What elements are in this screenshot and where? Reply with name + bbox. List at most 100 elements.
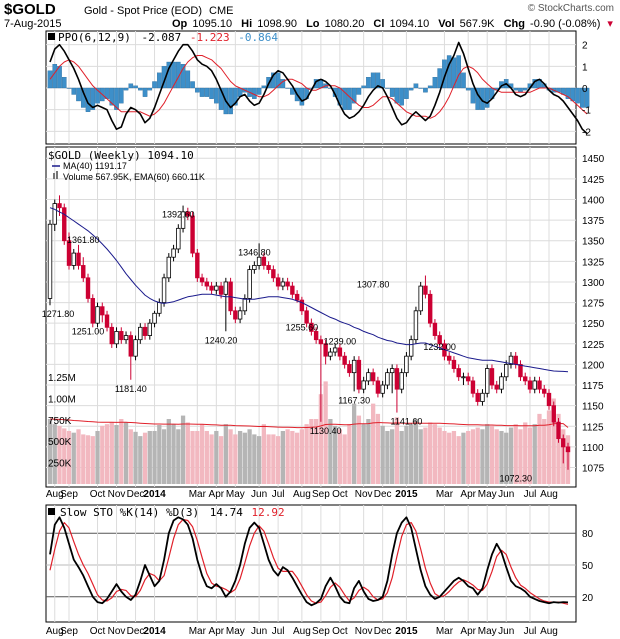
ppo-histogram-bar xyxy=(432,77,438,89)
volume-bar xyxy=(313,419,319,484)
stochastic-tick-label: 80 xyxy=(582,529,594,540)
volume-bar xyxy=(190,430,195,484)
volume-bar xyxy=(218,436,224,484)
candle-up xyxy=(418,285,423,312)
volume-bar xyxy=(233,434,238,484)
x-axis-label: Aug xyxy=(46,489,64,500)
ppo-histogram-bar xyxy=(522,87,528,91)
x-axis-label: May xyxy=(226,489,245,500)
volume-tick-label: 500K xyxy=(48,437,72,448)
candle-down xyxy=(523,376,528,382)
candle-down xyxy=(342,355,347,365)
candle-down xyxy=(218,285,224,295)
x-axis-label: 2014 xyxy=(143,489,166,500)
price-tick-label: 1375 xyxy=(582,216,605,227)
ppo-histogram-bar xyxy=(71,87,77,95)
ppo-histogram-bar xyxy=(118,87,124,104)
ppo-tick-label: 1 xyxy=(582,62,588,73)
ppo-histogram-bar xyxy=(465,87,471,91)
ppo-histogram-bar xyxy=(185,70,191,89)
volume-bar xyxy=(451,430,457,484)
price-tick-label: 1275 xyxy=(582,299,605,310)
x-axis-label: Oct xyxy=(90,489,106,500)
candle-down xyxy=(100,306,105,316)
volume-bar xyxy=(90,436,95,484)
volume-bar xyxy=(242,432,247,484)
candle-up xyxy=(252,265,257,270)
ppo-tick-label: 2 xyxy=(582,41,588,52)
volume-bar xyxy=(309,419,314,484)
x-axis-label-bottom: Jun xyxy=(251,626,267,637)
stochastic-tick-label: 50 xyxy=(582,561,594,572)
candle-down xyxy=(456,368,461,378)
candle-up xyxy=(161,277,167,303)
ppo-histogram-bar xyxy=(351,87,357,104)
candle-up xyxy=(399,372,404,390)
volume-bar xyxy=(185,422,190,484)
price-annotation: 1392.60 xyxy=(162,210,195,220)
x-axis-label: Jul xyxy=(524,489,537,500)
ppo-histogram-bar xyxy=(218,87,224,110)
ppo-histogram-bar xyxy=(451,57,457,89)
ppo-histogram-bar xyxy=(404,87,409,99)
volume-bar xyxy=(275,436,281,484)
x-axis-label: Nov xyxy=(108,489,126,500)
candle-up xyxy=(332,347,338,353)
ppo-histogram-bar xyxy=(138,87,143,91)
volume-bar xyxy=(81,434,86,484)
candle-up xyxy=(152,312,157,324)
ppo-histogram-bar xyxy=(565,87,571,99)
volume-tick-label: 250K xyxy=(48,459,72,470)
x-axis-label: Apr xyxy=(460,489,476,500)
candle-down xyxy=(513,355,518,365)
candle-down xyxy=(285,281,290,287)
volume-bar xyxy=(409,424,414,484)
candle-down xyxy=(57,203,62,209)
copyright-note: © StockCharts.com xyxy=(528,3,614,14)
ppo-histogram-bar xyxy=(518,87,523,93)
ppo-histogram-bar xyxy=(90,87,96,110)
volume-bar xyxy=(432,424,438,484)
candle-down xyxy=(190,215,195,254)
x-axis-label-bottom: Sep xyxy=(312,626,330,637)
ppo-histogram-bar xyxy=(128,83,134,89)
candle-down xyxy=(375,380,381,394)
candle-down xyxy=(489,368,495,386)
ppo-histogram-bar xyxy=(313,79,319,89)
x-axis-label-bottom: Oct xyxy=(90,626,106,637)
ppo-histogram-bar xyxy=(133,85,138,89)
volume-bar xyxy=(66,430,72,484)
candle-down xyxy=(266,265,271,270)
volume-bar xyxy=(380,425,385,484)
x-axis-label: Jun xyxy=(498,489,514,500)
x-axis-label: Oct xyxy=(332,489,348,500)
candle-down xyxy=(304,310,309,324)
ppo-histogram-bar xyxy=(114,87,119,110)
volume-bar xyxy=(437,427,442,484)
volume-bar xyxy=(271,434,276,484)
candle-up xyxy=(499,376,504,390)
svg-text:Slow STO %K(14) %D(3) 14: Slow STO %K(14) %D(3) 14.74 12.92 xyxy=(60,506,285,519)
ppo-histogram-bar xyxy=(332,87,338,97)
candle-up xyxy=(138,326,143,341)
volume-tick-label: 1.25M xyxy=(48,373,76,384)
ppo-histogram-bar xyxy=(47,70,53,89)
candle-up xyxy=(157,302,162,314)
candle-up xyxy=(504,364,509,378)
x-axis-label: Sep xyxy=(60,489,78,500)
candle-down xyxy=(394,368,400,390)
candle-down xyxy=(76,252,81,266)
candle-down xyxy=(465,376,471,382)
volume-bar xyxy=(123,422,129,484)
volume-bar xyxy=(223,424,228,484)
ppo-histogram-bar xyxy=(361,85,366,89)
ppo-histogram-bar xyxy=(513,87,519,91)
x-axis-label: Jul xyxy=(272,489,285,500)
volume-bar xyxy=(57,425,62,484)
volume-bar xyxy=(294,432,300,484)
ppo-histogram-bar xyxy=(584,87,590,108)
candle-up xyxy=(328,351,333,357)
price-annotation: 1361.80 xyxy=(67,235,100,245)
volume-bar xyxy=(176,429,181,484)
volume-bar xyxy=(180,415,186,484)
